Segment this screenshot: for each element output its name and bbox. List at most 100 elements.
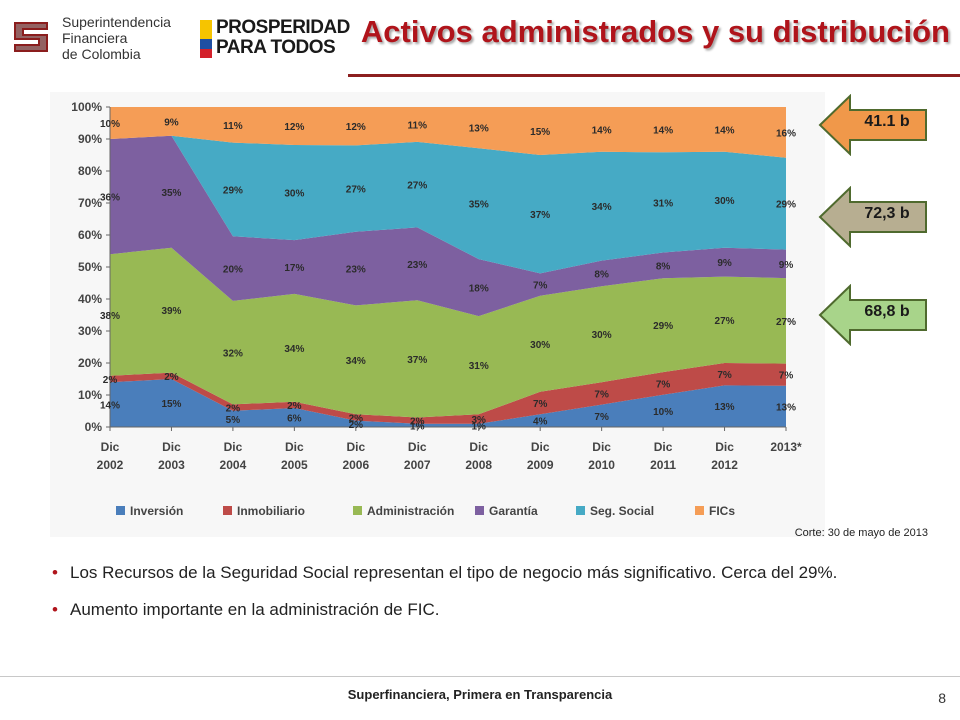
data-label: 16% xyxy=(776,128,796,139)
data-label: 27% xyxy=(346,185,366,196)
data-label: 23% xyxy=(407,260,427,271)
x-tick-label: Dic xyxy=(408,440,427,454)
data-label: 31% xyxy=(469,361,489,372)
campaign-line: PROSPERIDAD xyxy=(216,17,350,38)
y-tick-label: 60% xyxy=(78,228,102,242)
data-label: 37% xyxy=(530,210,550,221)
area-seg-social xyxy=(110,135,786,274)
y-tick-label: 10% xyxy=(78,388,102,402)
legend-label: Inversión xyxy=(130,504,183,518)
data-label: 2% xyxy=(410,417,425,428)
legend-swatch xyxy=(695,506,704,515)
data-label: 11% xyxy=(408,120,428,131)
data-label: 17% xyxy=(284,263,304,274)
data-label: 5% xyxy=(226,415,241,426)
x-tick-label: Dic xyxy=(469,440,488,454)
data-label: 9% xyxy=(164,117,179,128)
data-label: 30% xyxy=(530,340,550,351)
x-tick-label: 2013* xyxy=(770,440,802,454)
data-label: 15% xyxy=(530,127,550,138)
data-label: 7% xyxy=(533,281,548,292)
data-label: 1% xyxy=(472,421,487,432)
callout-arrow-shape xyxy=(818,284,927,346)
x-tick-label: Dic xyxy=(101,440,120,454)
legend-label: Garantía xyxy=(489,504,538,518)
area-inversi-n xyxy=(110,379,786,427)
y-tick-label: 70% xyxy=(78,196,102,210)
callout-arrow-administracion: 68,8 b xyxy=(818,284,928,346)
bullet-text: Los Recursos de la Seguridad Social repr… xyxy=(70,563,838,582)
x-tick-label: 2008 xyxy=(465,458,492,472)
x-tick-label: Dic xyxy=(346,440,365,454)
data-label: 4% xyxy=(533,417,548,428)
data-label: 7% xyxy=(779,371,794,382)
callout-label: 68,8 b xyxy=(864,303,910,320)
x-tick-label: 2005 xyxy=(281,458,308,472)
callout-label: 72,3 b xyxy=(864,205,910,222)
data-label: 35% xyxy=(161,188,181,199)
legend-label: Inmobiliario xyxy=(237,504,305,518)
data-label: 23% xyxy=(346,265,366,276)
callout-arrow-shape xyxy=(818,186,927,248)
area-administraci-n xyxy=(110,247,786,418)
x-tick-label: 2011 xyxy=(650,458,676,472)
data-label: 2% xyxy=(349,413,364,424)
superfinanciera-logo: Superintendencia Financiera de Colombia xyxy=(8,10,198,68)
area-inmobiliario xyxy=(110,363,786,424)
data-label: 15% xyxy=(161,399,181,410)
x-tick-label: 2009 xyxy=(527,458,554,472)
page-number: 8 xyxy=(938,690,946,706)
data-label: 38% xyxy=(100,311,120,322)
y-tick-label: 100% xyxy=(71,100,102,114)
x-tick-label: Dic xyxy=(592,440,611,454)
data-label: 30% xyxy=(715,196,735,207)
bullet-item: • Los Recursos de la Seguridad Social rep… xyxy=(50,562,930,583)
data-label: 35% xyxy=(469,200,489,211)
data-label: 3% xyxy=(472,415,487,426)
y-tick-label: 40% xyxy=(78,292,102,306)
footer-tagline: Superfinanciera, Primera en Transparenci… xyxy=(347,687,613,702)
legend-swatch xyxy=(576,506,585,515)
x-tick-label: 2004 xyxy=(220,458,247,472)
footer-divider xyxy=(0,676,960,677)
x-tick-label: Dic xyxy=(715,440,734,454)
data-label: 11% xyxy=(223,121,243,132)
bullet-text: Aumento importante en la administración … xyxy=(70,600,440,619)
data-label: 2% xyxy=(287,401,302,412)
stacked-area-chart: 0% 10% 20% 30% 40% 50% 60% 70% 80% 90% 100% Dic 2002… xyxy=(71,100,802,518)
data-label: 39% xyxy=(161,306,181,317)
data-label: 9% xyxy=(717,258,732,269)
data-label: 37% xyxy=(407,355,427,366)
data-label: 2% xyxy=(164,372,179,383)
y-tick-label: 90% xyxy=(78,132,102,146)
x-tick-label: Dic xyxy=(654,440,673,454)
data-label: 27% xyxy=(407,181,427,192)
cutoff-note: Corte: 30 de mayo de 2013 xyxy=(794,527,928,539)
data-label: 32% xyxy=(223,349,243,360)
callout-arrow-seg-social: 72,3 b xyxy=(818,186,928,248)
org-name-line: de Colombia xyxy=(62,46,141,62)
data-label: 13% xyxy=(776,402,796,413)
y-tick-label: 20% xyxy=(78,356,102,370)
data-label: 10% xyxy=(653,407,673,418)
x-tick-label: 2010 xyxy=(588,458,615,472)
data-label: 12% xyxy=(284,122,304,133)
x-tick-label: Dic xyxy=(285,440,304,454)
y-tick-label: 30% xyxy=(78,324,102,338)
legend-swatch xyxy=(353,506,362,515)
data-label: 7% xyxy=(594,389,609,400)
data-label: 14% xyxy=(715,125,735,136)
data-label: 30% xyxy=(592,330,612,341)
x-tick-label: Dic xyxy=(224,440,243,454)
legend-swatch xyxy=(116,506,125,515)
data-label: 34% xyxy=(284,344,304,355)
legend-swatch xyxy=(475,506,484,515)
campaign-line: PARA TODOS xyxy=(216,37,336,58)
org-name-line: Superintendencia xyxy=(62,14,171,30)
bullet-item: • Aumento importante en la administración… xyxy=(50,599,930,620)
data-label: 2% xyxy=(226,404,241,415)
data-label: 34% xyxy=(592,202,612,213)
data-label: 29% xyxy=(223,185,243,196)
callout-arrow-shape xyxy=(818,94,927,156)
org-name: Superintendencia Financiera de Colombia xyxy=(62,14,171,62)
